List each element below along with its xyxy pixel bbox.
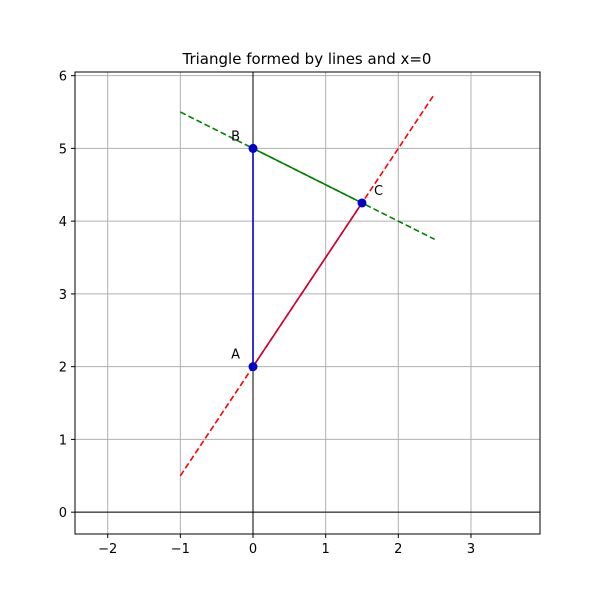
- tick-marks: [71, 75, 472, 538]
- x-tick-label: 0: [249, 542, 257, 557]
- y-tick-label: 1: [59, 433, 67, 448]
- x-tick-label: −2: [98, 542, 117, 557]
- y-tick-label: 3: [59, 288, 67, 303]
- y-tick-label: 4: [59, 215, 67, 230]
- edge-ca: [252, 202, 363, 368]
- y-tick-label: 5: [59, 142, 67, 157]
- vertex-label-c: C: [374, 184, 383, 199]
- plot-frame: [74, 71, 541, 535]
- vertex-points: A B C: [231, 129, 383, 372]
- vertex-label-a: A: [231, 348, 240, 363]
- x-tick-label: 2: [394, 542, 402, 557]
- vertex-label-b: B: [231, 129, 240, 144]
- x-tick-label: −1: [171, 542, 190, 557]
- edge-bc: [252, 147, 363, 204]
- triangle: [252, 147, 363, 368]
- y-tick-label: 0: [59, 506, 67, 521]
- vertex-a: [248, 362, 258, 372]
- y-tick-label: 6: [59, 70, 67, 85]
- chart-title: Triangle formed by lines and x=0: [182, 50, 432, 68]
- x-tick-label: 3: [467, 542, 475, 557]
- vertex-b: [248, 143, 258, 153]
- x-tick-labels: −2 −1 0 1 2 3: [98, 542, 475, 557]
- line-2: [179, 111, 436, 241]
- y-tick-labels: 0 1 2 3 4 5 6: [59, 70, 67, 522]
- vertex-c: [357, 198, 367, 208]
- y-tick-label: 2: [59, 361, 67, 376]
- x-tick-label: 1: [322, 542, 330, 557]
